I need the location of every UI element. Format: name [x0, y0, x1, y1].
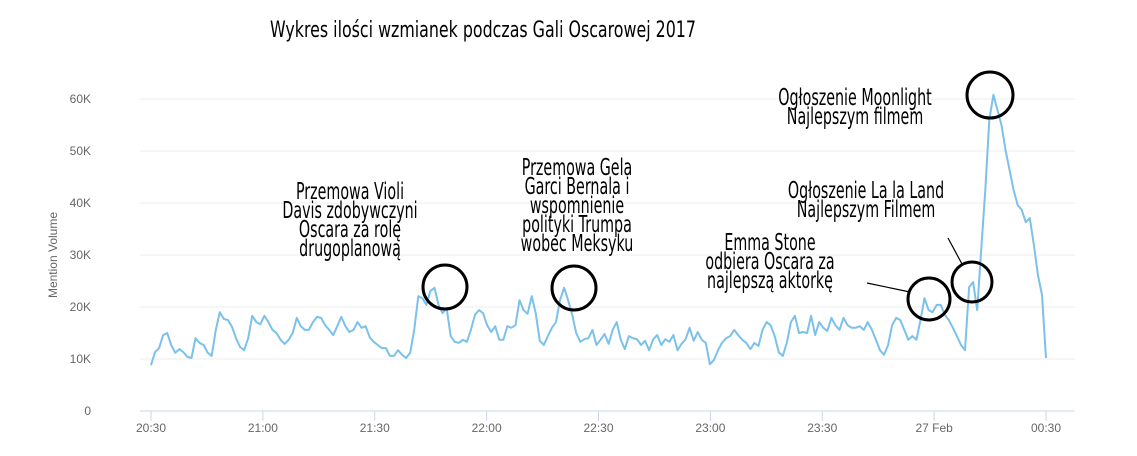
annotation-line: Oscara za rolę [298, 217, 402, 243]
y-tick-label: 40K [70, 196, 91, 210]
annotation-line: drugoplanową [299, 236, 401, 262]
annotation-moonlight: Ogłoszenie Moonlight Najlepszym filmem [778, 85, 932, 130]
x-tick-label: 23:30 [807, 421, 837, 435]
annotation-line: odbiera Oscara za [705, 249, 835, 275]
highlight-circle-davis [421, 263, 469, 311]
y-tick-label: 50K [70, 144, 91, 158]
pointer-line-stone [866, 282, 911, 293]
pointer-line-lalaland [947, 237, 963, 265]
annotation-lalaland: Ogłoszenie La la Land Najlepszym Filmem [787, 178, 945, 223]
y-tick-label: 20K [70, 300, 91, 314]
chart-title: Wykres ilości wzmianek podczas Gali Osca… [270, 18, 696, 43]
x-tick-label: 21:30 [360, 421, 390, 435]
y-tick-label: 30K [70, 248, 91, 262]
annotation-line: Ogłoszenie La la Land [787, 178, 945, 204]
highlight-circle-lalaland [950, 260, 994, 304]
annotation-bernal: Przemowa Gela Garci Bernala i wspomnieni… [520, 155, 634, 257]
annotation-line: Przemowa Violi [295, 179, 405, 205]
annotation-line: wspomnienie [529, 193, 625, 219]
annotation-line: polityki Trumpa [522, 212, 632, 238]
x-tick-label: 22:30 [583, 421, 613, 435]
annotation-line: Najlepszym Filmem [796, 197, 936, 223]
highlight-circle-stone [906, 276, 952, 322]
y-axis-label: Mention Volume [46, 212, 60, 298]
annotation-markers [421, 70, 1015, 322]
annotation-stone: Emma Stone odbiera Oscara za najlepszą a… [705, 230, 835, 294]
y-tick-label: 0 [84, 404, 91, 418]
annotation-davis: Przemowa Violi Davis zdobywczyni Oscara … [282, 179, 418, 262]
y-tick-label: 10K [70, 352, 91, 366]
x-tick-label: 20:30 [136, 421, 166, 435]
x-tick-label: 23:00 [695, 421, 725, 435]
annotation-line: Davis zdobywczyni [282, 198, 418, 224]
y-axis-ticks: 0 10K 20K 30K 40K 50K 60K [70, 92, 92, 418]
annotation-line: Przemowa Gela [521, 155, 633, 181]
x-tick-label: 00:30 [1031, 421, 1061, 435]
annotation-line: Emma Stone [724, 230, 816, 256]
series-line-mention-volume [150, 93, 1047, 366]
x-tick-label: 21:00 [248, 421, 278, 435]
x-tick-label: 27 Feb [915, 421, 953, 435]
highlight-circle-moonlight [965, 70, 1015, 120]
annotation-line: Garci Bernala i [524, 174, 630, 200]
y-tick-label: 60K [70, 92, 91, 106]
annotation-line: najlepszą aktorkę [707, 268, 833, 294]
annotation-line: Ogłoszenie Moonlight [778, 85, 932, 111]
annotation-line: wobec Meksyku [520, 231, 634, 257]
highlight-circle-bernal [550, 264, 598, 312]
gridlines [140, 98, 1075, 360]
x-tick-label: 22:00 [472, 421, 502, 435]
x-axis-ticks: 20:30 21:00 21:30 22:00 22:30 23:00 23:30 27 Fe… [136, 411, 1061, 435]
annotation-line: Najlepszym filmem [786, 104, 924, 130]
